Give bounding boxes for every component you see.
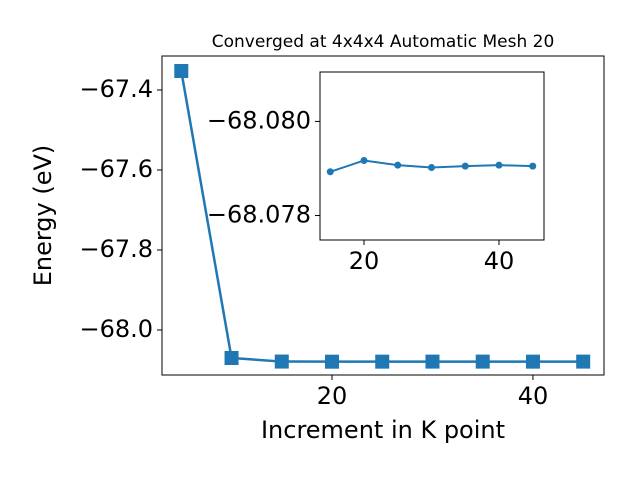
marker bbox=[360, 156, 368, 164]
marker bbox=[394, 161, 402, 169]
y-tick-label: −68.078 bbox=[207, 201, 311, 229]
marker bbox=[375, 354, 390, 369]
chart-title: Converged at 4x4x4 Automatic Mesh 20 bbox=[212, 32, 555, 52]
marker bbox=[529, 162, 537, 170]
y-tick-label: −67.4 bbox=[79, 75, 153, 103]
marker bbox=[224, 351, 239, 365]
marker bbox=[495, 161, 503, 169]
marker bbox=[425, 354, 440, 369]
y-tick-label: −67.6 bbox=[79, 155, 153, 183]
marker bbox=[461, 162, 469, 170]
y-axis-label: Energy (eV) bbox=[29, 145, 57, 287]
marker bbox=[326, 168, 334, 176]
marker bbox=[274, 354, 289, 369]
marker bbox=[427, 164, 435, 172]
x-axis-label: Increment in K point bbox=[261, 416, 505, 444]
plot-area bbox=[319, 71, 545, 241]
marker bbox=[174, 64, 189, 78]
y-tick-label: −67.8 bbox=[79, 235, 153, 263]
marker bbox=[475, 354, 490, 369]
marker bbox=[525, 354, 540, 369]
x-tick-label: 20 bbox=[317, 382, 348, 410]
marker bbox=[576, 354, 591, 369]
x-tick-label: 20 bbox=[349, 247, 380, 275]
y-tick-label: −68.080 bbox=[207, 106, 311, 134]
y-tick-label: −68.0 bbox=[79, 315, 153, 343]
x-tick-label: 40 bbox=[484, 247, 515, 275]
marker bbox=[325, 354, 340, 369]
x-tick-label: 40 bbox=[518, 382, 549, 410]
